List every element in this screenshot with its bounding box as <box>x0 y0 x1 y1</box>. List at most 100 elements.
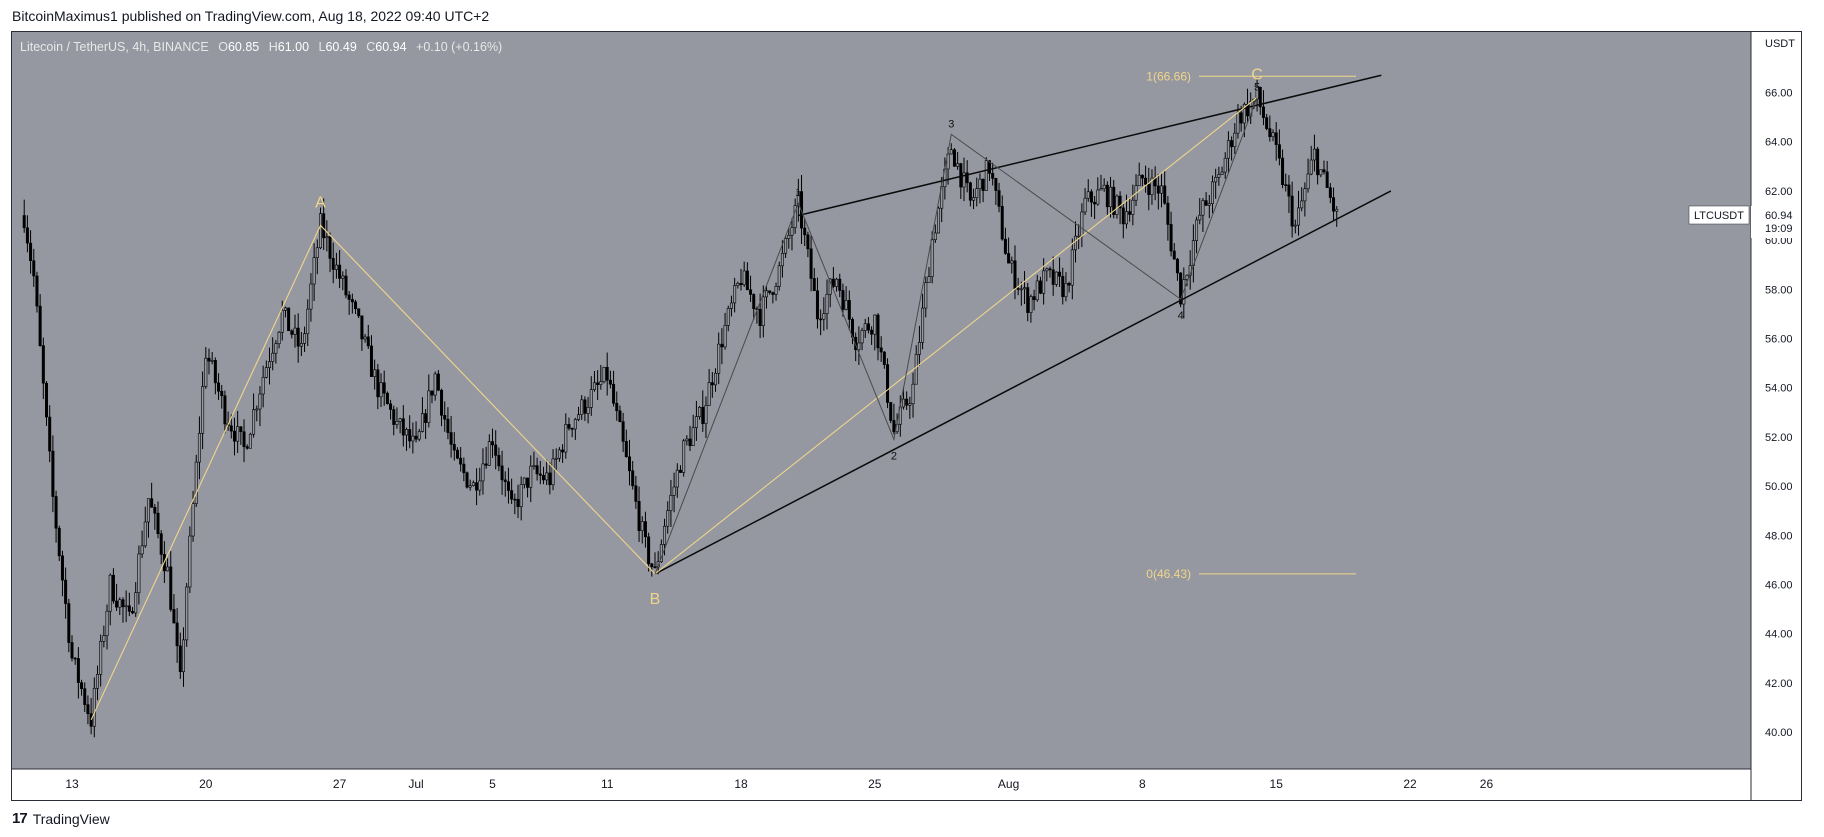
candle <box>545 459 549 486</box>
candle <box>975 177 979 207</box>
candle <box>984 157 988 191</box>
candle <box>86 695 90 725</box>
last-price-box <box>1751 206 1797 238</box>
tradingview-logo-icon: 17 <box>12 810 28 827</box>
candle <box>666 501 670 534</box>
price-chart[interactable]: USDT 40.00 42.00 44.00 46.00 48.00 50.00 52.00… <box>11 31 1802 801</box>
symbol-title[interactable]: Litecoin / TetherUS, 4h, BINANCE <box>20 40 209 54</box>
high-value: 61.00 <box>277 40 310 54</box>
candle <box>921 293 925 350</box>
candle <box>1223 152 1227 179</box>
publish-info: BitcoinMaximus1 published on TradingView… <box>12 8 490 24</box>
open-value: 60.85 <box>227 40 260 54</box>
candle <box>1160 173 1164 208</box>
subwave-line[interactable] <box>654 97 1258 575</box>
candle <box>822 297 826 331</box>
candle <box>866 316 870 334</box>
candle <box>452 432 456 461</box>
candle <box>500 450 504 495</box>
low-value: 60.49 <box>325 40 357 54</box>
candle <box>121 597 125 623</box>
ticker-label-box <box>1688 205 1750 225</box>
price-axis[interactable] <box>1751 31 1802 801</box>
candle <box>194 454 198 508</box>
candle <box>615 391 619 421</box>
candle <box>1007 237 1011 264</box>
trendline-lower[interactable] <box>654 190 1392 575</box>
candle-countdown: 19:09 <box>1765 223 1793 235</box>
candle <box>577 406 581 422</box>
trendline-upper[interactable] <box>798 74 1382 217</box>
candle <box>532 451 536 470</box>
candle <box>580 395 584 420</box>
candle <box>1274 122 1278 161</box>
candle <box>446 407 450 440</box>
candle <box>933 224 937 243</box>
plot-area[interactable] <box>11 31 1751 769</box>
y-tick-label: 58.00 <box>1765 284 1793 296</box>
candle <box>1198 198 1202 225</box>
candle <box>809 235 813 292</box>
candle <box>1233 123 1237 155</box>
candle <box>95 665 99 701</box>
candle <box>29 230 33 274</box>
y-tick-label: 54.00 <box>1765 383 1793 395</box>
candle <box>1089 189 1093 217</box>
candle <box>484 446 488 469</box>
candle <box>1287 175 1291 213</box>
candle <box>723 312 727 350</box>
last-price: 60.94 <box>1765 210 1793 222</box>
candle <box>844 286 848 311</box>
abc-wave-line[interactable] <box>90 96 1258 721</box>
candle <box>790 218 794 251</box>
candle <box>360 315 364 351</box>
x-tick-label: 13 <box>65 777 79 791</box>
time-axis[interactable] <box>11 769 1751 801</box>
candle <box>57 525 61 561</box>
candle <box>685 435 689 446</box>
candle <box>1290 181 1294 238</box>
candle <box>433 371 437 401</box>
candle <box>815 277 819 329</box>
footer-brand[interactable]: 17 TradingView <box>12 810 110 827</box>
chart-container[interactable]: USDT 40.00 42.00 44.00 46.00 48.00 50.00 52.00… <box>11 31 1802 801</box>
candle <box>1070 238 1074 300</box>
candle <box>430 390 434 404</box>
y-tick-label: 60.00 <box>1765 235 1793 247</box>
candle <box>952 147 956 167</box>
candle <box>1217 166 1221 186</box>
candle <box>299 331 303 357</box>
candle <box>710 371 714 398</box>
candle <box>261 365 265 408</box>
candle <box>468 479 472 491</box>
candle <box>962 157 966 202</box>
candle <box>175 608 179 663</box>
candle <box>309 273 313 322</box>
candle <box>997 182 1001 213</box>
candle <box>73 657 77 665</box>
candle <box>455 447 459 460</box>
candle <box>210 352 214 365</box>
subwave-label-2: 2 <box>891 450 897 462</box>
candle <box>1038 276 1042 295</box>
candle <box>1281 149 1285 189</box>
y-tick-label: 50.00 <box>1765 481 1793 493</box>
candle <box>927 267 931 283</box>
candle <box>698 406 702 420</box>
candle <box>675 463 679 498</box>
candle <box>1306 158 1310 193</box>
candle <box>376 364 380 410</box>
candle <box>127 592 131 617</box>
candle <box>268 347 272 385</box>
candle <box>156 501 160 539</box>
candle <box>733 277 737 313</box>
candle <box>115 583 119 611</box>
candle <box>408 415 412 449</box>
candle <box>245 444 249 450</box>
candle <box>793 198 797 234</box>
candle <box>1032 289 1036 311</box>
candle <box>586 396 590 424</box>
candle <box>169 551 173 612</box>
candle <box>1131 184 1135 226</box>
candle <box>557 447 561 462</box>
